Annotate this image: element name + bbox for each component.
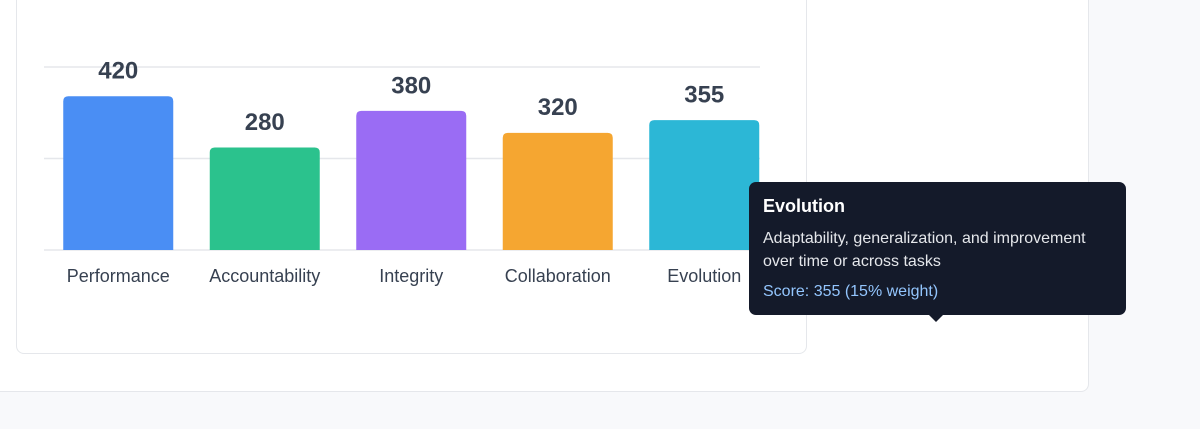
x-tick-label: Integrity	[379, 266, 443, 286]
bar	[649, 120, 760, 250]
x-tick-label: Accountability	[209, 266, 320, 286]
value-label: 280	[245, 109, 285, 136]
tooltip-description: Adaptability, generalization, and improv…	[763, 230, 1086, 270]
value-label: 355	[684, 81, 724, 108]
tooltip-score: Score: 355 (15% weight)	[763, 283, 939, 300]
x-tick-label: Collaboration	[505, 266, 611, 286]
bar	[209, 147, 320, 250]
bar	[63, 96, 174, 250]
x-tick-label: Performance	[67, 266, 170, 286]
bar	[502, 132, 613, 250]
tooltip-title: Evolution	[763, 196, 845, 216]
bar	[356, 110, 467, 250]
tooltip: Evolution Adaptability, generalization, …	[749, 182, 1126, 322]
value-label: 380	[391, 72, 431, 99]
value-label: 320	[538, 94, 578, 121]
value-label: 420	[98, 58, 138, 85]
x-tick-label: Evolution	[667, 266, 741, 286]
